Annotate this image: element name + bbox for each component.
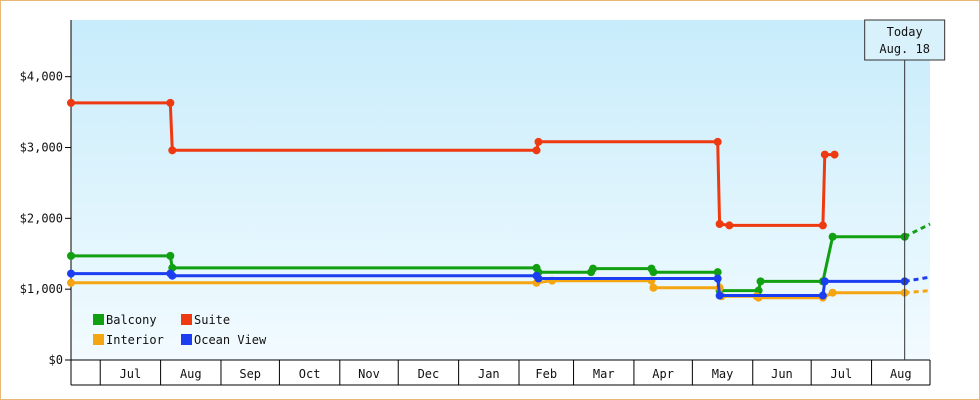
data-point-balcony <box>649 268 658 277</box>
x-tick-label: Feb <box>535 367 557 381</box>
x-tick-label: Nov <box>358 367 380 381</box>
today-date: Aug. 18 <box>879 42 930 56</box>
series-ocean-view <box>67 269 931 300</box>
legend-swatch <box>181 334 192 345</box>
data-point-suite <box>820 150 829 159</box>
data-point-suite <box>818 221 827 230</box>
series-layer <box>67 98 931 302</box>
legend-swatch <box>93 334 104 345</box>
data-point-interior <box>828 288 837 297</box>
data-point-suite <box>166 98 175 107</box>
x-tick-label: Apr <box>652 367 674 381</box>
legend-swatch <box>93 314 104 325</box>
x-tick-label: Mar <box>593 367 615 381</box>
data-point-suite <box>713 137 722 146</box>
series-suite <box>67 98 839 230</box>
data-point-ocean-view <box>820 277 829 286</box>
x-tick-label: Aug <box>890 367 912 381</box>
x-tick-label: Sep <box>239 367 261 381</box>
x-tick-label: Jan <box>478 367 500 381</box>
x-tick-label: Jun <box>771 367 793 381</box>
data-point-suite <box>67 98 75 107</box>
data-point-suite <box>534 137 543 146</box>
data-point-suite <box>725 221 734 230</box>
y-tick-label: $2,000 <box>20 211 63 225</box>
projection-line-ocean-view <box>904 275 931 283</box>
y-tick-label: $1,000 <box>20 282 63 296</box>
today-marker: Today Aug. 18 <box>864 19 946 360</box>
y-tick-label: $3,000 <box>20 141 63 155</box>
data-point-balcony <box>713 268 722 277</box>
legend-label: Balcony <box>106 313 157 327</box>
x-tick-label: May <box>712 367 734 381</box>
projection-line-interior <box>904 289 931 295</box>
x-tick-label: Jul <box>831 367 853 381</box>
x-tick-label: Dec <box>418 367 440 381</box>
y-axis: $0 $1,000 $2,000 $3,000 $4,000 <box>20 20 72 367</box>
legend-label: Interior <box>106 333 164 347</box>
today-box <box>864 19 946 61</box>
x-tick-label: Jul <box>120 367 142 381</box>
data-point-suite <box>532 146 541 155</box>
data-point-ocean-view <box>715 291 724 300</box>
data-point-balcony <box>166 251 175 260</box>
y-tick-label: $4,000 <box>20 70 63 84</box>
data-point-ocean-view <box>713 274 722 283</box>
legend-swatch <box>181 314 192 325</box>
y-tick-label: $0 <box>49 353 63 367</box>
data-point-ocean-view <box>534 274 543 283</box>
data-point-suite <box>168 146 177 155</box>
data-point-ocean-view <box>818 291 827 300</box>
x-tick-label: Oct <box>299 367 321 381</box>
x-tick-label: Aug <box>180 367 202 381</box>
data-point-balcony <box>589 264 598 273</box>
projection-line-balcony <box>904 222 931 239</box>
data-point-ocean-view <box>168 271 177 280</box>
data-point-balcony <box>67 251 75 260</box>
data-point-ocean-view <box>67 269 75 278</box>
plot-area <box>71 20 930 360</box>
today-label: Today <box>887 25 923 39</box>
data-point-balcony <box>756 277 765 286</box>
legend: Balcony Suite Interior Ocean View <box>93 313 267 347</box>
data-point-interior <box>67 278 75 287</box>
data-point-balcony <box>828 232 837 241</box>
data-point-suite <box>715 220 724 228</box>
data-point-interior <box>649 283 658 292</box>
legend-label: Ocean View <box>194 333 267 347</box>
legend-label: Suite <box>194 313 230 327</box>
x-axis: Jul Aug Sep Oct Nov Dec Jan Feb Mar Apr May Jun Jul A… <box>70 359 931 386</box>
data-point-suite <box>830 150 839 159</box>
